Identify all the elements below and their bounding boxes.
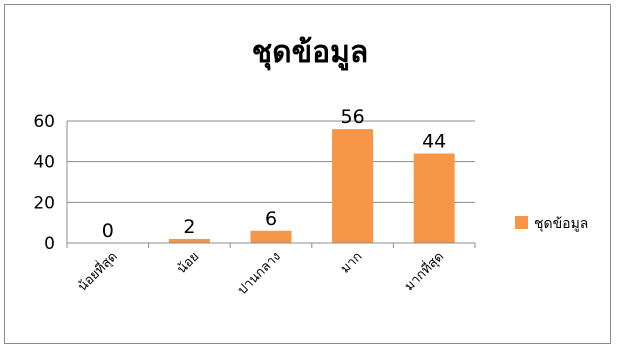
y-tick-label: 40 bbox=[33, 153, 55, 173]
legend: ชุดข้อมูล bbox=[515, 216, 588, 232]
legend-swatch bbox=[515, 216, 528, 229]
data-label: 0 bbox=[102, 220, 114, 242]
bar bbox=[168, 238, 210, 243]
bar bbox=[332, 129, 374, 243]
data-label: 6 bbox=[265, 208, 277, 230]
x-tick-label: น้อย bbox=[174, 249, 202, 277]
data-label: 2 bbox=[183, 216, 195, 238]
bars bbox=[168, 129, 455, 243]
x-tick-label: มากที่สุด bbox=[401, 248, 447, 294]
bar bbox=[250, 230, 292, 243]
x-tick-label: มาก bbox=[338, 249, 365, 276]
gridlines bbox=[67, 120, 475, 203]
chart-frame bbox=[4, 4, 611, 344]
axes bbox=[66, 121, 476, 248]
y-tick-label: 20 bbox=[33, 193, 55, 213]
y-tick-labels: 0 20 40 60 bbox=[33, 112, 55, 254]
legend-label: ชุดข้อมูล bbox=[534, 216, 588, 232]
x-tick-labels: น้อยที่สุด น้อย ปานกลาง มาก มากที่สุด bbox=[74, 248, 447, 298]
data-label: 56 bbox=[341, 106, 365, 128]
y-tick-label: 0 bbox=[44, 234, 55, 254]
y-tick-label: 60 bbox=[33, 112, 55, 132]
x-tick-label: น้อยที่สุด bbox=[74, 248, 121, 295]
data-label: 44 bbox=[422, 131, 446, 153]
x-tick-label: ปานกลาง bbox=[235, 249, 284, 298]
chart-title: ชุดข้อมูล bbox=[252, 35, 369, 71]
bar bbox=[413, 153, 455, 243]
data-labels: 0 2 6 56 44 bbox=[102, 106, 447, 242]
